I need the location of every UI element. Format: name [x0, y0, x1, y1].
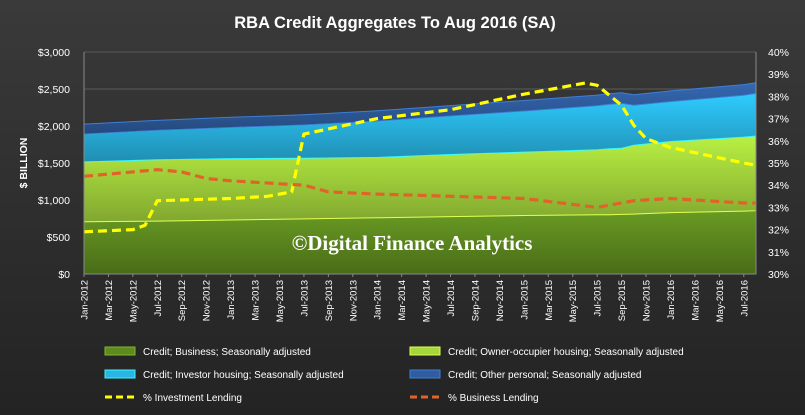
legend-label: Credit; Owner-occupier housing; Seasonal… — [448, 347, 684, 358]
y-tick-label: $1,000 — [38, 195, 70, 207]
y2-tick-label: 33% — [768, 202, 789, 214]
x-tick-label: May-2016 — [715, 280, 726, 322]
x-tick-label: Mar-2013 — [251, 280, 262, 321]
y2-tick-label: 32% — [768, 225, 789, 237]
x-tick-label: Sep-2013 — [324, 280, 335, 321]
y-tick-label: $3,000 — [38, 47, 70, 59]
legend-swatch — [409, 369, 441, 379]
chart-title: RBA Credit Aggregates To Aug 2016 (SA) — [234, 14, 555, 32]
y2-tick-label: 39% — [768, 69, 789, 81]
x-tick-label: May-2014 — [422, 280, 433, 322]
legend-swatch — [104, 369, 136, 379]
x-tick-label: Jul-2015 — [593, 280, 604, 316]
x-tick-label: May-2015 — [568, 280, 579, 322]
x-tick-label: Jan-2013 — [226, 280, 237, 320]
legend-swatch — [409, 346, 441, 356]
ratio-lines — [83, 81, 757, 234]
x-tick-label: Sep-2015 — [617, 280, 628, 321]
x-tick-label: Mar-2016 — [690, 280, 701, 321]
y-tick-label: $2,000 — [38, 121, 70, 133]
x-tick-label: Jan-2012 — [80, 280, 91, 320]
y2-tick-label: 38% — [768, 91, 789, 103]
legend-label: Credit; Investor housing; Seasonally adj… — [143, 370, 344, 381]
y-tick-label: $0 — [58, 269, 70, 281]
x-tick-label: Jul-2013 — [299, 280, 310, 316]
legend-swatch — [104, 346, 136, 356]
y2-tick-label: 31% — [768, 247, 789, 259]
x-tick-label: Nov-2014 — [495, 280, 506, 321]
watermark: ©Digital Finance Analytics — [292, 231, 533, 255]
x-tick-label: Jul-2012 — [153, 280, 164, 316]
x-tick-label: Jul-2016 — [739, 280, 750, 316]
y-axis-title: $ BILLION — [18, 138, 30, 189]
legend: Credit; Business; Seasonally adjusted Cre… — [104, 346, 684, 404]
y2-tick-label: 34% — [768, 180, 789, 192]
x-tick-label: Nov-2013 — [348, 280, 359, 321]
x-tick-label: Sep-2014 — [470, 280, 481, 321]
x-tick-label: Mar-2015 — [544, 280, 555, 321]
legend-label: Credit; Other personal; Seasonally adjus… — [448, 370, 641, 381]
y2-tick-label: 40% — [768, 47, 789, 59]
line-series-1 — [83, 168, 756, 209]
y2-tick-label: 35% — [768, 158, 789, 170]
x-tick-label: Mar-2014 — [397, 280, 408, 321]
legend-label: Credit; Business; Seasonally adjusted — [143, 347, 311, 358]
line-series-0 — [83, 81, 757, 234]
y-tick-label: $1,500 — [38, 158, 70, 170]
x-tick-label: Jan-2014 — [373, 280, 384, 320]
x-tick-label: Jul-2014 — [446, 280, 457, 316]
x-tick-label: Sep-2012 — [177, 280, 188, 321]
y2-tick-label: 30% — [768, 269, 789, 281]
y2-tick-label: 36% — [768, 136, 789, 148]
x-tick-label: Nov-2015 — [642, 280, 653, 321]
legend-label: % Business Lending — [448, 393, 539, 404]
x-tick-label: May-2013 — [275, 280, 286, 322]
y2-tick-label: 37% — [768, 114, 789, 126]
axes: $0 $500 $1,000 $1,500 $2,000 $2,500 $3,000 30% 3… — [38, 47, 789, 322]
x-tick-label: Jan-2016 — [666, 280, 677, 320]
x-tick-label: Mar-2012 — [104, 280, 115, 321]
x-tick-label: Nov-2012 — [202, 280, 213, 321]
y-tick-label: $2,500 — [38, 84, 70, 96]
x-tick-label: Jan-2015 — [519, 280, 530, 320]
legend-label: % Investment Lending — [143, 393, 242, 404]
y-tick-label: $500 — [47, 232, 71, 244]
x-tick-label: May-2012 — [128, 280, 139, 322]
